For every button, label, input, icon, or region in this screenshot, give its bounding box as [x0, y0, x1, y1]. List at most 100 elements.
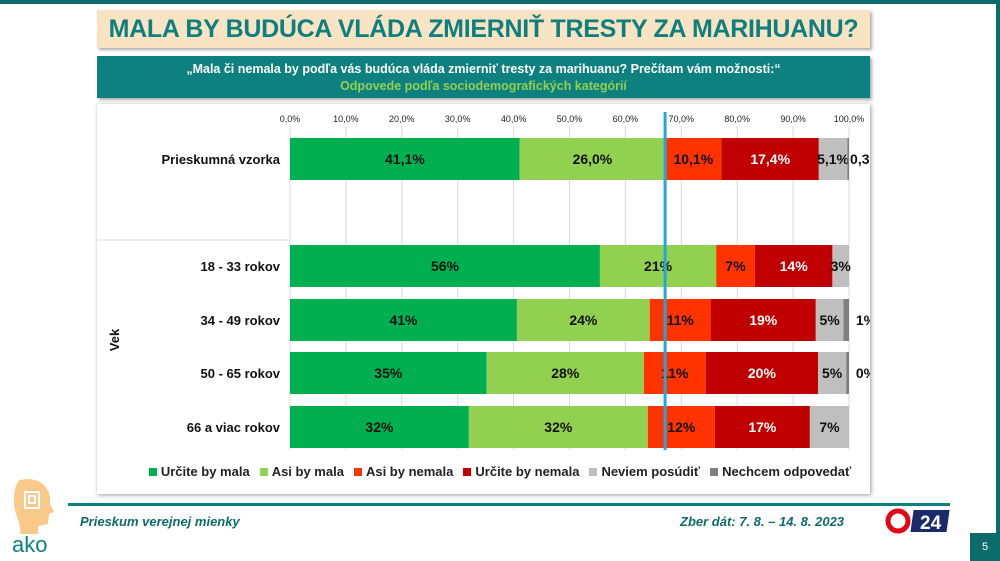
bar-segment [710, 299, 816, 341]
legend-item: Neviem posúdiť [589, 464, 700, 479]
data-label: 28% [551, 365, 580, 381]
bar-segment [647, 406, 715, 448]
svg-text:24: 24 [920, 513, 942, 534]
x-tick-label: 30,0% [445, 114, 471, 124]
x-tick-label: 10,0% [333, 114, 359, 124]
bar-segment [290, 138, 520, 180]
category-label: Prieskumná vzorka [161, 152, 280, 167]
legend-label: Neviem posúdiť [601, 464, 701, 479]
bar-segment [468, 406, 648, 448]
data-label: 32% [365, 419, 394, 435]
page-title: MALA BY BUDÚCA VLÁDA ZMIERNIŤ TRESTY ZA … [97, 10, 870, 48]
x-tick-label: 50,0% [557, 114, 583, 124]
legend-swatch [259, 468, 268, 476]
bar-segment [846, 352, 849, 394]
group-label: Vek [107, 328, 122, 351]
ako-logo: ako [12, 479, 54, 557]
data-label: 35% [374, 365, 403, 381]
legend-label: Určite by nemala [475, 464, 580, 479]
data-label: 7% [819, 419, 840, 435]
bar-segment [832, 245, 849, 287]
data-label: 0,3% [850, 151, 870, 167]
bar-segment [290, 299, 517, 341]
data-label: 10,1% [673, 151, 713, 167]
bar-segment [519, 138, 666, 180]
bar-segment [290, 245, 600, 287]
legend: Určite by mala Asi by mala Asi by nemala Ur… [0, 464, 1000, 479]
legend-label: Nechcem odpovedať [722, 464, 852, 479]
bar-segment [721, 138, 819, 180]
bar-segment [716, 245, 755, 287]
footer-survey-label: Prieskum verejnej mienky [80, 514, 240, 529]
legend-swatch [589, 468, 598, 476]
legend-item: Určite by mala [148, 464, 250, 479]
bar-segment [705, 352, 819, 394]
data-label: 24% [569, 312, 598, 328]
footer-divider [68, 503, 950, 506]
bar-segment [815, 299, 844, 341]
bar-segment [847, 138, 849, 180]
question-box: „Mala či nemala by podľa vás budúca vlád… [97, 56, 870, 98]
x-tick-label: 60,0% [613, 114, 639, 124]
data-label: 5,1% [817, 151, 849, 167]
bar-segment [843, 299, 849, 341]
x-tick-label: 70,0% [669, 114, 695, 124]
legend-item: Asi by nemala [353, 464, 454, 479]
legend-label: Asi by mala [271, 464, 344, 479]
chart-area: 0,0% 10,0% 20,0% 30,0% 40,0% 50,0% 60,0% 70,0% 8… [97, 104, 883, 494]
data-label: 41,1% [385, 151, 425, 167]
x-tick-label: 80,0% [724, 114, 750, 124]
legend-label: Určite by mala [160, 464, 250, 479]
bar-segment [290, 352, 487, 394]
legend-swatch [463, 468, 472, 476]
data-label: 11% [661, 365, 689, 381]
right-frame [996, 0, 1000, 561]
bar-segment [649, 299, 711, 341]
legend-item: Nechcem odpovedať [710, 464, 851, 479]
category-label: 34 - 49 rokov [201, 313, 281, 328]
bar-segment [818, 138, 848, 180]
legend-swatch [353, 468, 362, 476]
data-label: 56% [431, 258, 460, 274]
bar-segment [818, 352, 847, 394]
question-subtext: Odpovede podľa sociodemografických kateg… [340, 79, 627, 93]
page-number: 5 [970, 533, 1000, 561]
stacked-bar-chart: 0,0% 10,0% 20,0% 30,0% 40,0% 50,0% 60,0% 70,0% 8… [97, 112, 883, 450]
bar-segment [599, 245, 717, 287]
data-label: 1% [856, 312, 870, 328]
legend-swatch [710, 468, 719, 476]
bar-segment [516, 299, 650, 341]
bar-segment [714, 406, 810, 448]
legend-item: Asi by mala [259, 464, 344, 479]
x-tick-label: 40,0% [501, 114, 527, 124]
data-label: 5% [822, 365, 843, 381]
bar-segment [754, 245, 833, 287]
data-label: 3% [831, 258, 852, 274]
data-label: 19% [749, 312, 778, 328]
data-label: 11% [667, 312, 695, 328]
data-label: 7% [725, 258, 746, 274]
bar-segment [486, 352, 644, 394]
data-label: 5% [820, 312, 841, 328]
data-label: 0% [856, 365, 870, 381]
data-label: 12% [667, 419, 696, 435]
data-label: 14% [780, 258, 809, 274]
bar-segment [665, 138, 722, 180]
legend-swatch [148, 468, 157, 476]
data-label: 41% [389, 312, 418, 328]
legend-item: Určite by nemala [463, 464, 579, 479]
x-tick-label: 20,0% [389, 114, 415, 124]
x-tick-label: 100,0% [834, 114, 865, 124]
tv-logo: 24 [885, 508, 950, 534]
legend-label: Asi by nemala [365, 464, 454, 479]
category-label: 18 - 33 rokov [201, 259, 281, 274]
top-bar [0, 0, 1000, 4]
category-label: 66 a viac rokov [187, 420, 281, 435]
bar-segment [809, 406, 849, 448]
data-label: 17,4% [750, 151, 790, 167]
x-tick-label: 90,0% [780, 114, 806, 124]
data-label: 17% [748, 419, 777, 435]
data-label: 20% [748, 365, 777, 381]
footer-date: Zber dát: 7. 8. – 14. 8. 2023 [680, 514, 845, 529]
category-label: 50 - 65 rokov [201, 366, 281, 381]
